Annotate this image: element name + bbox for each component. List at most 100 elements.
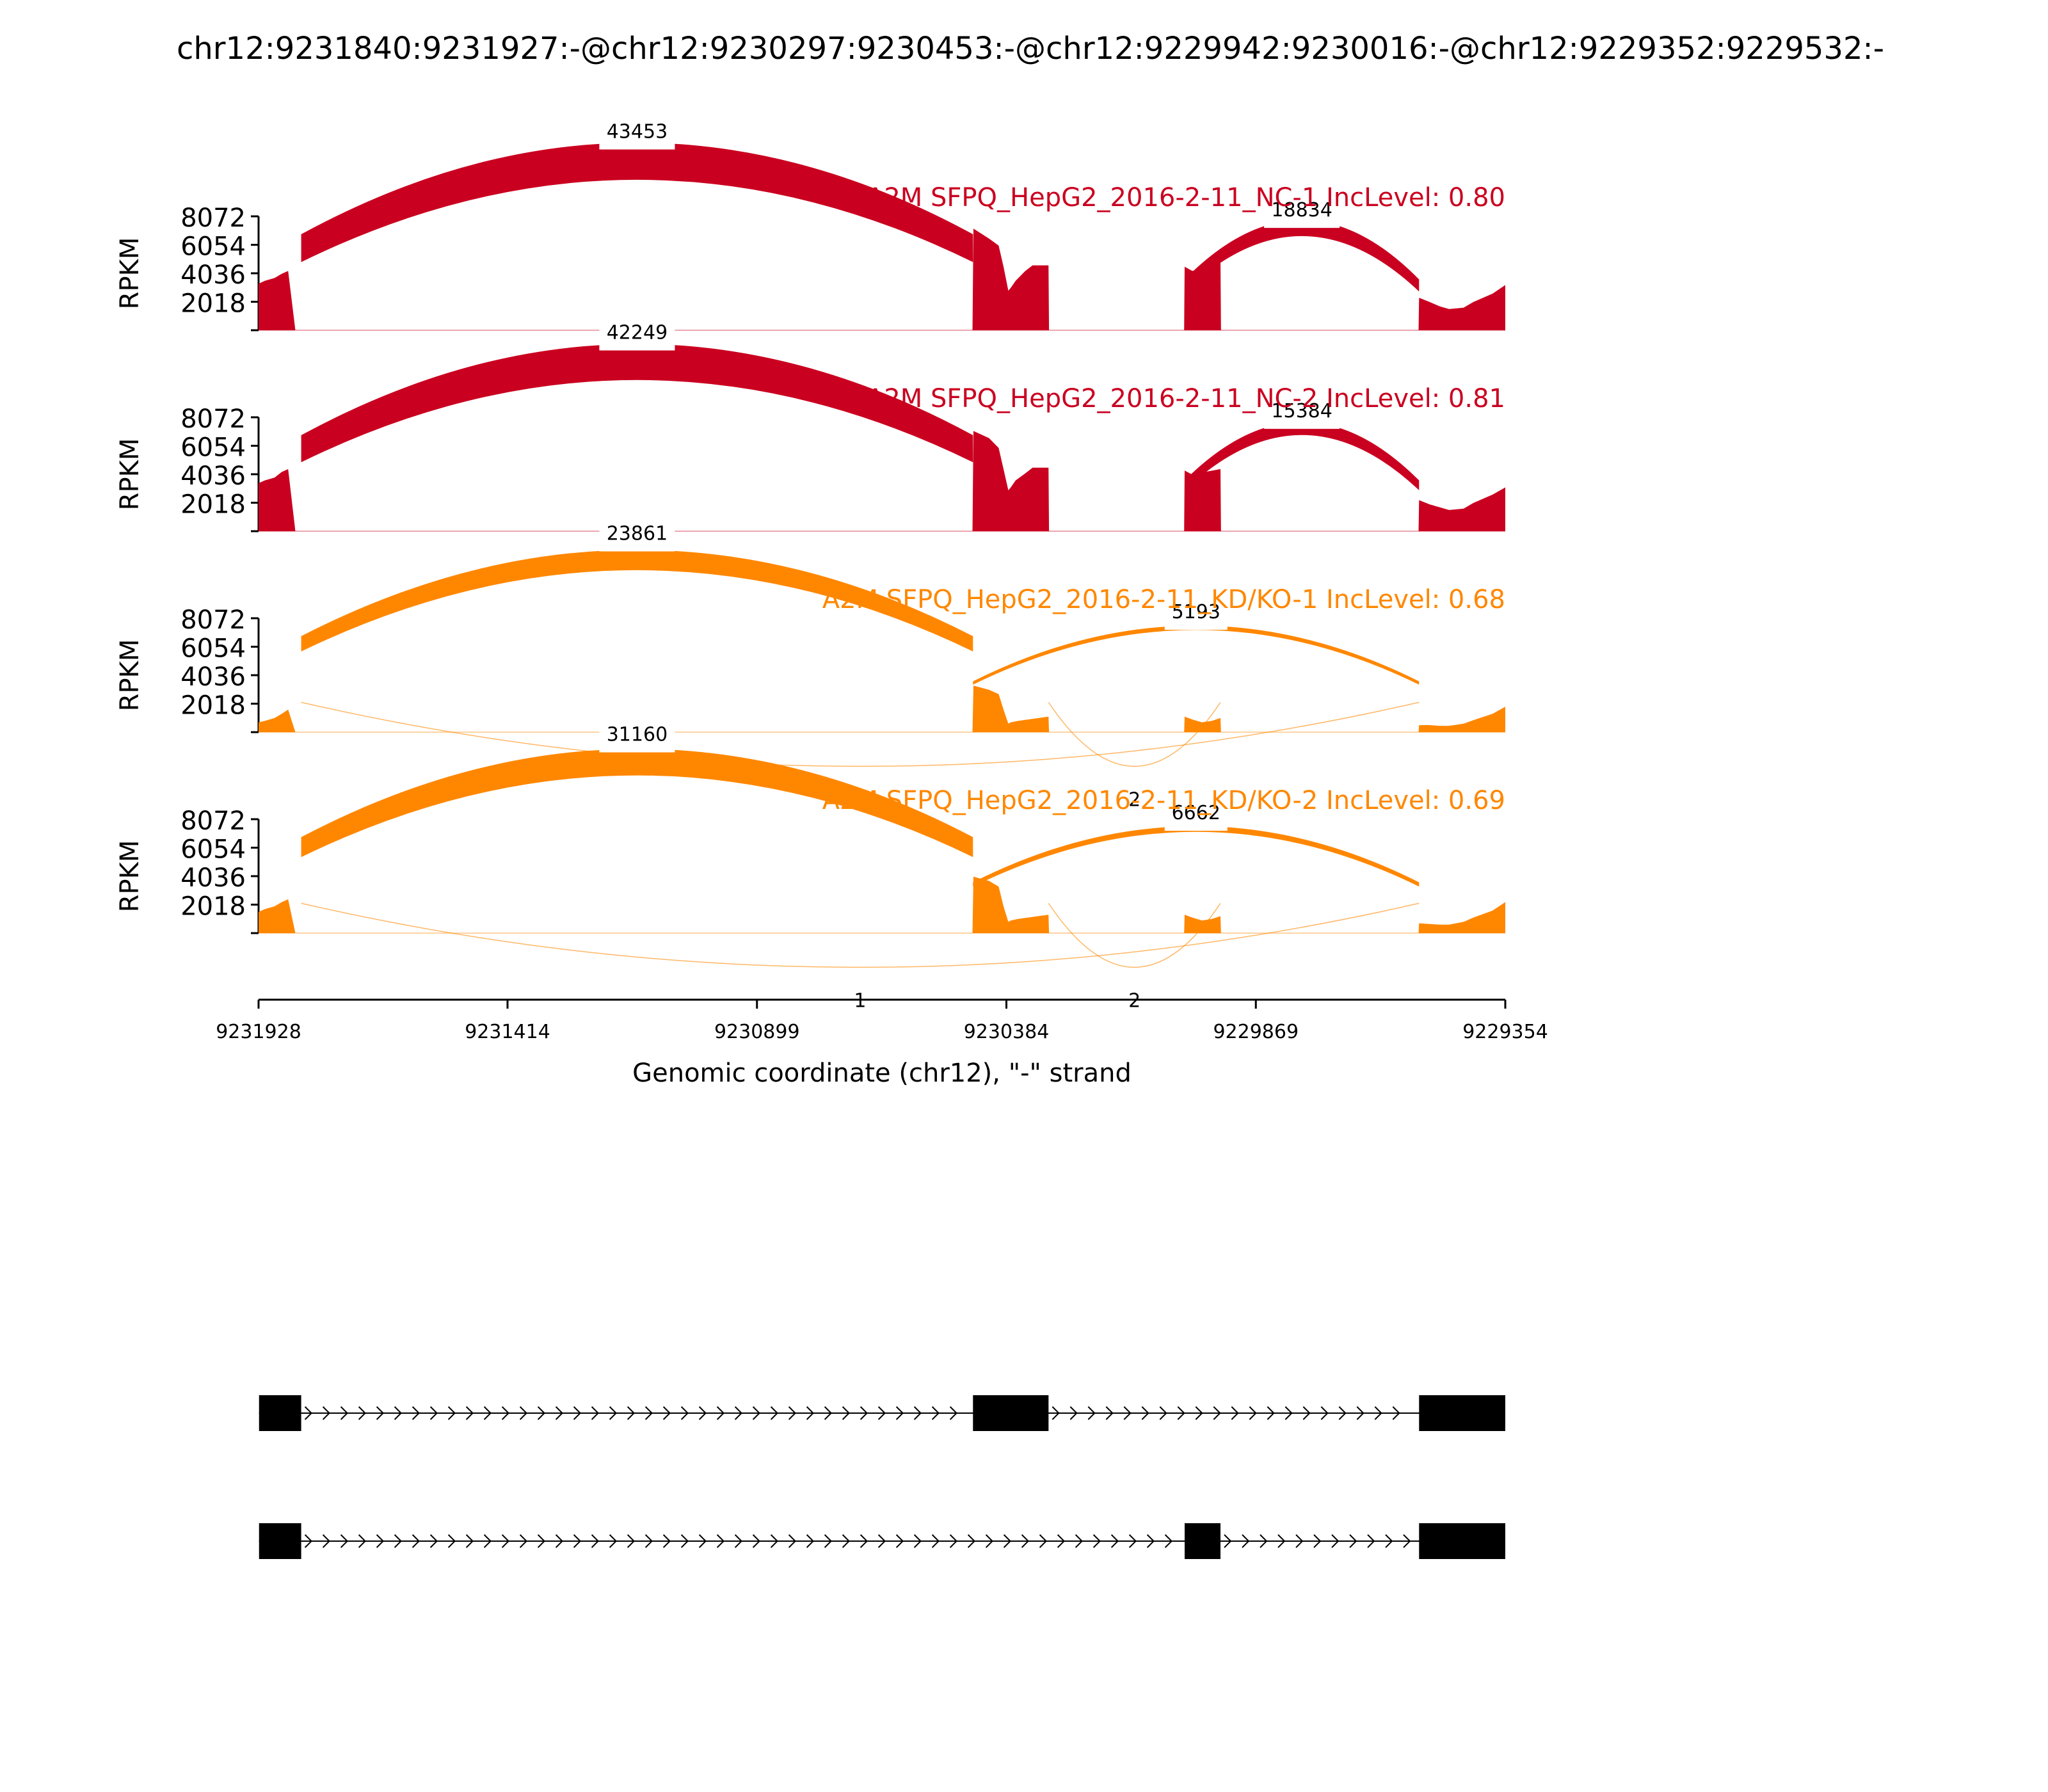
y-tick-label: 6054 (180, 232, 246, 262)
x-tick-label: 9231928 (216, 1021, 301, 1043)
junction-label-box (599, 513, 675, 552)
strand-chevron (662, 1534, 671, 1548)
exon-block (1184, 1523, 1221, 1559)
strand-chevron (1057, 1534, 1066, 1548)
strand-chevron (985, 1534, 994, 1548)
strand-chevron (1267, 1406, 1275, 1420)
y-tick-label: 4036 (180, 461, 246, 491)
junction-arc (301, 701, 1420, 767)
junction-label: 42249 (599, 312, 675, 351)
strand-chevron (734, 1534, 743, 1548)
strand-chevron (519, 1406, 528, 1420)
y-tick-label: 8072 (180, 605, 246, 635)
coverage-area (259, 685, 1505, 732)
strand-chevron (1146, 1534, 1155, 1548)
junction-arc (1048, 902, 1221, 968)
strand-chevron (1164, 1534, 1173, 1548)
strand-chevron (519, 1534, 528, 1548)
strand-chevron (1105, 1406, 1114, 1420)
junction-arc (301, 344, 973, 463)
junction-arc (301, 902, 1420, 968)
strand-chevron (1367, 1534, 1375, 1548)
strand-chevron (895, 1534, 904, 1548)
strand-chevron (824, 1534, 833, 1548)
exon-block (1419, 1395, 1505, 1431)
strand-chevron (447, 1534, 456, 1548)
exon-block (259, 1523, 301, 1559)
strand-chevron (358, 1406, 367, 1420)
strand-chevron (1260, 1534, 1268, 1548)
strand-chevron (483, 1406, 492, 1420)
strand-chevron (716, 1534, 725, 1548)
junction-count: 15384 (1271, 400, 1332, 422)
junction-label-box (599, 312, 675, 351)
y-tick-label: 4036 (180, 260, 246, 290)
strand-chevron (752, 1406, 761, 1420)
strand-chevron (1231, 1406, 1239, 1420)
y-tick-label: 4036 (180, 662, 246, 692)
junction-arc (301, 749, 973, 858)
junction-label-box (1164, 792, 1228, 831)
strand-chevron (913, 1406, 922, 1420)
strand-chevron (1039, 1534, 1048, 1548)
junction-label-box (1264, 390, 1340, 429)
y-tick-label: 2018 (180, 490, 246, 520)
strand-chevron (1374, 1406, 1382, 1420)
strand-chevron (412, 1534, 420, 1548)
strand-chevron (555, 1406, 564, 1420)
strand-chevron (537, 1534, 546, 1548)
track-label: A2M SFPQ_HepG2_2016-2-11_KD/KO-1 IncLeve… (822, 585, 1505, 614)
junction-count: 23861 (607, 523, 668, 545)
strand-chevron (644, 1534, 653, 1548)
strand-chevron (1392, 1406, 1400, 1420)
strand-chevron (591, 1406, 600, 1420)
strand-chevron (501, 1406, 510, 1420)
strand-chevron (1087, 1406, 1096, 1420)
x-axis-label: Genomic coordinate (chr12), "-" strand (632, 1059, 1132, 1088)
strand-chevron (931, 1406, 940, 1420)
strand-chevron (304, 1534, 313, 1548)
x-tick-label: 9229354 (1462, 1021, 1548, 1043)
coverage-area (259, 431, 1505, 531)
junction-label: 23861 (599, 513, 675, 552)
strand-chevron (1159, 1406, 1167, 1420)
junction-count: 2 (1128, 989, 1140, 1012)
track-label: A2M SFPQ_HepG2_2016-2-11_NC-1 IncLevel: … (867, 183, 1505, 212)
y-tick-label: 6054 (180, 835, 246, 865)
strand-chevron (1356, 1406, 1364, 1420)
strand-chevron (465, 1406, 474, 1420)
strand-chevron (627, 1406, 636, 1420)
strand-chevron (1128, 1534, 1137, 1548)
junction-arc (973, 625, 1420, 685)
junction-count: 43453 (607, 121, 668, 143)
exon-block (1419, 1523, 1505, 1559)
strand-chevron (555, 1534, 564, 1548)
strand-chevron (573, 1534, 582, 1548)
strand-chevron (340, 1534, 349, 1548)
y-tick-label: 8072 (180, 806, 246, 836)
junction-label: 5193 (1164, 591, 1228, 630)
strand-chevron (537, 1406, 546, 1420)
strand-chevron (698, 1406, 707, 1420)
strand-chevron (304, 1406, 313, 1420)
strand-chevron (1141, 1406, 1149, 1420)
strand-chevron (1123, 1406, 1132, 1420)
strand-chevron (322, 1534, 331, 1548)
strand-chevron (734, 1406, 743, 1420)
strand-chevron (842, 1534, 851, 1548)
strand-chevron (591, 1534, 600, 1548)
strand-chevron (1338, 1406, 1347, 1420)
strand-chevron (824, 1406, 833, 1420)
strand-chevron (895, 1406, 904, 1420)
strand-chevron (806, 1534, 815, 1548)
y-axis-label: RPKM (115, 438, 145, 511)
strand-chevron (877, 1406, 886, 1420)
track-label: A2M SFPQ_HepG2_2016-2-11_KD/KO-2 IncLeve… (822, 786, 1505, 815)
strand-chevron (1003, 1534, 1012, 1548)
strand-chevron (788, 1534, 797, 1548)
strand-chevron (1403, 1534, 1411, 1548)
junction-count: 6662 (1172, 802, 1220, 824)
junction-label: 43453 (599, 111, 675, 150)
